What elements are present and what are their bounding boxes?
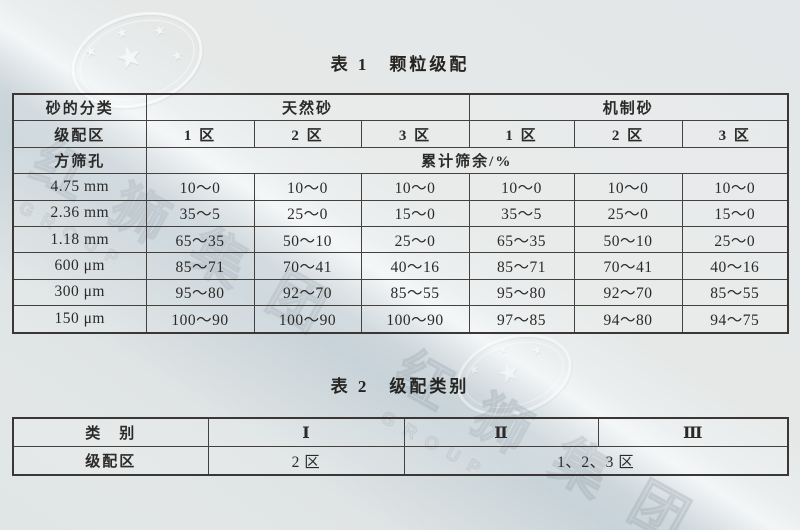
header-cell: 1 区: [468, 120, 575, 148]
data-cell: 1、2、3 区: [403, 446, 789, 476]
data-cell: 10～0: [360, 173, 470, 201]
data-cell: 10～0: [253, 173, 362, 201]
sieve-size-cell: 300 μm: [12, 278, 147, 307]
header-cell: 级配区: [12, 446, 209, 476]
data-cell: 85～71: [145, 252, 255, 280]
header-cell: 累计筛余/%: [145, 146, 789, 175]
data-cell: 25～0: [253, 199, 362, 227]
header-cell: 砂的分类: [12, 93, 147, 122]
data-cell: 92～70: [253, 278, 362, 307]
table-row: 方筛孔 累计筛余/%: [12, 146, 789, 175]
data-cell: 85～55: [681, 278, 789, 307]
data-cell: 100～90: [360, 305, 470, 334]
data-cell: 85～71: [468, 252, 575, 280]
header-cell: Ⅰ: [207, 417, 405, 447]
header-cell: 3 区: [360, 120, 470, 148]
data-cell: 94～80: [573, 305, 683, 334]
table-row: 类 别 Ⅰ Ⅱ Ⅲ: [12, 417, 789, 447]
header-cell: 类 别: [12, 417, 209, 447]
header-cell: Ⅲ: [597, 417, 789, 447]
table-row: 150 μm 100～90 100～90 100～90 97～85 94～80 …: [12, 305, 789, 334]
table1-particle-gradation: 砂的分类 天然砂 机制砂 级配区 1 区 2 区 3 区 1 区 2 区 3 区…: [12, 93, 789, 334]
header-cell: 2 区: [253, 120, 362, 148]
sieve-size-cell: 2.36 mm: [12, 199, 147, 227]
header-cell: 级配区: [12, 120, 147, 148]
header-cell: 2 区: [573, 120, 683, 148]
data-cell: 15～0: [360, 199, 470, 227]
data-cell: 25～0: [681, 225, 789, 254]
data-cell: 95～80: [468, 278, 575, 307]
data-cell: 94～75: [681, 305, 789, 334]
sieve-size-cell: 150 μm: [12, 305, 147, 334]
data-cell: 70～41: [253, 252, 362, 280]
data-cell: 97～85: [468, 305, 575, 334]
data-cell: 50～10: [573, 225, 683, 254]
data-cell: 35～5: [145, 199, 255, 227]
table1-title: 表 1 颗粒级配: [330, 55, 470, 74]
table-row: 砂的分类 天然砂 机制砂: [12, 93, 789, 122]
data-cell: 40～16: [360, 252, 470, 280]
table-row: 4.75 mm 10～0 10～0 10～0 10～0 10～0 10～0: [12, 173, 789, 201]
data-cell: 25～0: [360, 225, 470, 254]
data-cell: 10～0: [573, 173, 683, 201]
table-row: 2.36 mm 35～5 25～0 15～0 35～5 25～0 15～0: [12, 199, 789, 227]
table-row: 级配区 1 区 2 区 3 区 1 区 2 区 3 区: [12, 120, 789, 148]
table2-gradation-class: 类 别 Ⅰ Ⅱ Ⅲ 级配区 2 区 1、2、3 区: [12, 417, 789, 476]
sieve-size-cell: 1.18 mm: [12, 225, 147, 254]
data-cell: 10～0: [681, 173, 789, 201]
sieve-size-cell: 600 μm: [12, 252, 147, 280]
data-cell: 25～0: [573, 199, 683, 227]
data-cell: 2 区: [207, 446, 405, 476]
data-cell: 65～35: [468, 225, 575, 254]
data-cell: 95～80: [145, 278, 255, 307]
data-cell: 100～90: [253, 305, 362, 334]
data-cell: 65～35: [145, 225, 255, 254]
table-row: 300 μm 95～80 92～70 85～55 95～80 92～70 85～…: [12, 278, 789, 307]
header-cell: Ⅱ: [403, 417, 599, 447]
data-cell: 40～16: [681, 252, 789, 280]
sieve-size-cell: 4.75 mm: [12, 173, 147, 201]
data-cell: 10～0: [468, 173, 575, 201]
header-cell: 天然砂: [145, 93, 470, 122]
data-cell: 10～0: [145, 173, 255, 201]
header-cell: 机制砂: [468, 93, 789, 122]
data-cell: 85～55: [360, 278, 470, 307]
header-cell: 3 区: [681, 120, 789, 148]
data-cell: 50～10: [253, 225, 362, 254]
table-row: 级配区 2 区 1、2、3 区: [12, 446, 789, 476]
data-cell: 15～0: [681, 199, 789, 227]
table-row: 1.18 mm 65～35 50～10 25～0 65～35 50～10 25～…: [12, 225, 789, 254]
table-row: 600 μm 85～71 70～41 40～16 85～71 70～41 40～…: [12, 252, 789, 280]
table2-title: 表 2 级配类别: [330, 377, 470, 396]
data-cell: 35～5: [468, 199, 575, 227]
data-cell: 92～70: [573, 278, 683, 307]
data-cell: 70～41: [573, 252, 683, 280]
header-cell: 1 区: [145, 120, 255, 148]
data-cell: 100～90: [145, 305, 255, 334]
header-cell: 方筛孔: [12, 146, 147, 175]
